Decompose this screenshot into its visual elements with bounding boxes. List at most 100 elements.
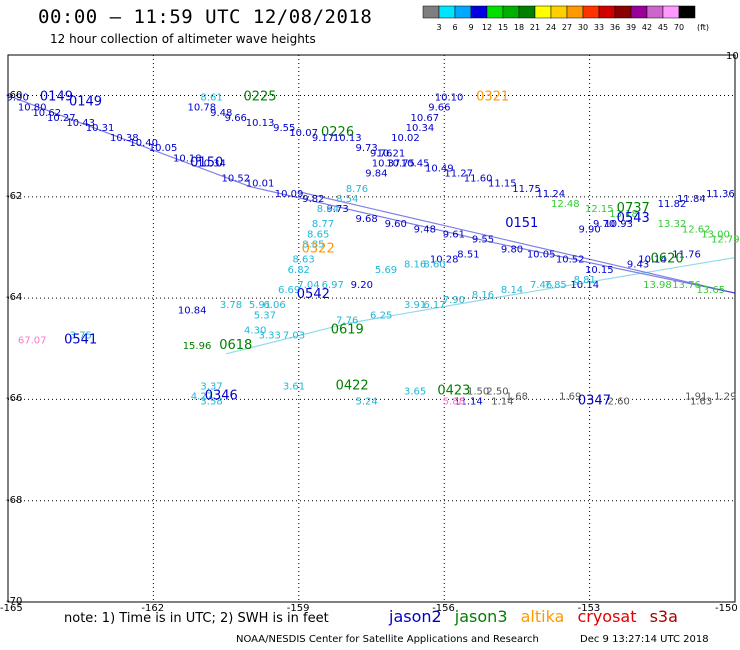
- colorbar-swatch: [582, 5, 600, 19]
- wave-height-value: 6.69: [278, 285, 300, 296]
- credit-line: NOAA/NESDIS Center for Satellite Applica…: [236, 634, 539, 645]
- wave-height-value: 9.48: [210, 108, 232, 119]
- colorbar-level-label: 3: [436, 23, 441, 32]
- wave-height-value: 9.73: [326, 204, 348, 215]
- wave-height-value: 4.30: [244, 326, 266, 337]
- wave-height-value: 15.96: [183, 341, 212, 352]
- colorbar-labels: 3 6 9 12 15 18 21 24 27 30 33 36 39 42 45 70 (ft): [436, 23, 709, 32]
- wave-height-value: 1.14: [491, 396, 513, 407]
- wave-height-value: 12.79: [711, 234, 740, 245]
- wave-height-value: 10.45: [401, 158, 430, 169]
- wave-height-value: 8.76: [346, 184, 368, 195]
- wave-height-value: 10.67: [410, 113, 439, 124]
- wave-height-value: 8.77: [312, 219, 334, 230]
- wave-height-value: 9.55: [273, 123, 295, 134]
- colorbar-level-label: 33: [594, 23, 604, 32]
- wave-height-value: 1.69: [559, 391, 581, 402]
- wave-height-value: 10.37: [372, 158, 401, 169]
- wave-height-value: 8.61: [200, 93, 222, 104]
- wave-height-value: 10.13: [246, 118, 275, 129]
- wave-height-value: 9.90: [7, 93, 29, 104]
- wave-height-value: 5.88: [443, 396, 465, 407]
- wave-height-value: 67.07: [18, 336, 47, 347]
- legend-s3a: s3a: [649, 607, 678, 626]
- pass-time-label: 0225: [243, 90, 276, 105]
- x-tick-label: -153: [577, 603, 601, 614]
- wave-height-value: 10.27: [47, 113, 76, 124]
- pass-time-label: 0620: [651, 252, 684, 267]
- wave-height-value: 5.69: [375, 265, 397, 276]
- wave-height-value: 3.61: [283, 381, 305, 392]
- colorbar-swatch: [534, 5, 552, 19]
- wave-height-value: 7.85: [545, 280, 567, 291]
- wave-height-value: 1.50: [467, 386, 489, 397]
- colorbar-swatch: [518, 5, 536, 19]
- wave-height-value: 3.33: [259, 331, 281, 342]
- y-tick-label: -70: [6, 596, 23, 607]
- wave-height-value: 8.16: [472, 290, 494, 301]
- credit-timestamp: Dec 9 13:27:14 UTC 2018: [580, 634, 709, 645]
- pass-time-label: 0541: [64, 333, 97, 348]
- x-tick-label: -165: [0, 603, 23, 614]
- y-tick-label: -66: [6, 393, 23, 405]
- colorbar-level-label: 36: [610, 23, 620, 32]
- wave-height-value: 10.80: [18, 103, 47, 114]
- legend-jason2: jason2: [389, 607, 442, 626]
- colorbar-level-label: 45: [658, 23, 668, 32]
- wave-height-value: 10.01: [246, 179, 275, 190]
- wave-height-value: 5.37: [254, 310, 276, 321]
- wave-height-value: 7.03: [283, 331, 305, 342]
- wave-height-value: 8.54: [336, 194, 358, 205]
- wave-height-value: 6.97: [322, 280, 344, 291]
- wave-height-value: 3.58: [200, 396, 222, 407]
- wave-height-value: 11.14: [454, 396, 483, 407]
- plot-frame: [7, 54, 736, 603]
- colorbar-swatch: [454, 5, 472, 19]
- wave-height-value: 8.51: [457, 250, 479, 261]
- wave-height-value: 9.66: [428, 103, 450, 114]
- wave-height-value: 9.20: [351, 280, 373, 291]
- wave-height-value: 9.68: [356, 214, 378, 225]
- wave-height-value: 10.38: [110, 133, 139, 144]
- wave-height-value: 5.24: [356, 396, 378, 407]
- satellite-legend: jason2 jason3 altika cryosat s3a: [389, 607, 686, 626]
- pass-time-label: 0619: [331, 323, 364, 338]
- colorbar-level-label: 15: [498, 23, 508, 32]
- track-line: [225, 257, 736, 355]
- legend-jason3: jason3: [454, 607, 508, 626]
- colorbar-swatch: [662, 5, 680, 19]
- wave-height-value: 9.82: [302, 194, 324, 205]
- track-line: [7, 94, 736, 294]
- wave-height-value: 13.98: [643, 280, 672, 291]
- wave-height-value: 10.05: [527, 250, 556, 261]
- colorbar-level-label: 12: [482, 23, 492, 32]
- colorbar-level-label: 21: [530, 23, 540, 32]
- wave-height-value: 10.05: [149, 143, 178, 154]
- colorbar-swatch: [646, 5, 664, 19]
- wave-height-value: 10.13: [333, 133, 362, 144]
- wave-height-value: 11.82: [658, 199, 687, 210]
- wave-height-value: 2.60: [608, 396, 630, 407]
- wave-height-value: 10.93: [604, 219, 633, 230]
- wave-height-value: 11.15: [488, 179, 517, 190]
- wave-height-value: 10.14: [570, 280, 599, 291]
- x-tick-right-top: 10: [726, 51, 739, 62]
- wave-height-value: 11.76: [672, 250, 701, 261]
- wave-height-value: 3.65: [404, 386, 426, 397]
- pass-time-label: 0737: [617, 201, 650, 216]
- wave-height-value: 5.91: [249, 300, 271, 311]
- wave-height-value: 13.76: [672, 280, 701, 291]
- colorbar-swatch: [438, 5, 456, 19]
- wave-height-value: 8.81: [574, 275, 596, 286]
- colorbar: [422, 5, 696, 19]
- wave-height-value: 13.18: [609, 209, 638, 220]
- wave-height-value: 13.65: [696, 285, 725, 296]
- wave-height-value: 10.34: [197, 158, 226, 169]
- wave-height-value: 6.06: [263, 300, 285, 311]
- pass-time-label: 0151: [505, 216, 538, 231]
- pass-time-label: 0346: [205, 388, 238, 403]
- wave-height-value: 9.60: [385, 219, 407, 230]
- wave-height-value: 3.78: [220, 300, 242, 311]
- pass-time-label: 0543: [617, 211, 650, 226]
